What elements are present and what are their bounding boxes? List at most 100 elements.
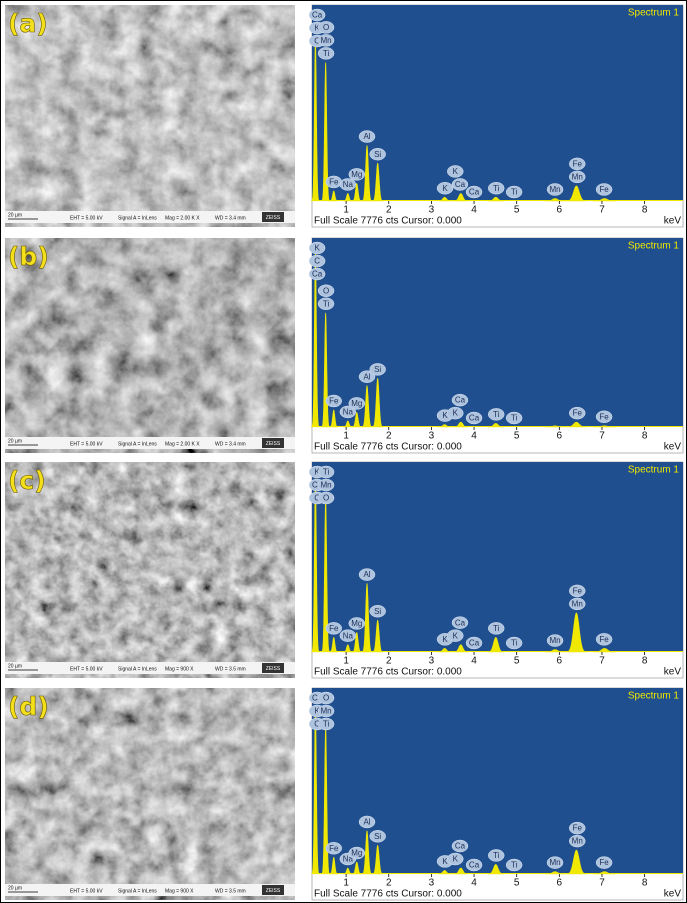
x-tick-label: 2: [386, 656, 392, 667]
element-label: Mn: [572, 600, 583, 609]
sem-wd: WD = 3.5 mm: [215, 888, 246, 894]
panel-label: (a): [8, 9, 48, 38]
sem-eht: EHT = 5.00 kV: [70, 215, 103, 221]
element-label: Na: [343, 180, 354, 189]
sem-signal: Signal A = InLens: [118, 441, 157, 447]
element-label: O: [323, 694, 329, 703]
sem-logo: ZEISS: [266, 215, 281, 221]
element-label: Ca: [455, 618, 466, 627]
element-label: Ca: [312, 11, 323, 20]
x-tick-label: 1: [343, 205, 349, 216]
sem-signal: Signal A = InLens: [118, 666, 157, 672]
element-label: Fe: [573, 587, 583, 596]
x-tick-label: 4: [471, 205, 477, 216]
sem-eht: EHT = 5.00 kV: [70, 441, 103, 447]
x-tick-label: 8: [642, 656, 648, 667]
spectrum-title: Spectrum 1: [628, 241, 680, 252]
sem-eht: EHT = 5.00 kV: [70, 666, 103, 672]
element-label: Mn: [550, 185, 561, 194]
element-label: Fe: [599, 185, 609, 194]
element-label: Si: [374, 832, 381, 841]
x-tick-label: 1: [343, 656, 349, 667]
x-tick-label: 4: [471, 656, 477, 667]
x-tick-label: 3: [429, 656, 435, 667]
element-label: Ca: [455, 396, 466, 405]
sem-wd: WD = 3.5 mm: [215, 666, 246, 672]
element-label: K: [453, 855, 459, 864]
sem-logo: ZEISS: [266, 888, 281, 894]
element-label: Na: [343, 631, 354, 640]
element-label: Al: [363, 570, 370, 579]
element-label: Si: [374, 150, 381, 159]
element-label: Ti: [511, 414, 518, 423]
sem-image: [5, 462, 295, 678]
sem-logo: ZEISS: [266, 666, 281, 672]
element-label: C: [314, 257, 320, 266]
sem-image: [5, 5, 295, 227]
element-label: Fe: [573, 409, 583, 418]
element-label: Na: [343, 408, 354, 417]
element-label: Mn: [572, 837, 583, 846]
element-label: Fe: [599, 858, 609, 867]
x-tick-label: 4: [471, 878, 477, 889]
element-label: Mg: [351, 619, 362, 628]
x-axis-label: keV: [664, 442, 682, 453]
element-label: Al: [363, 372, 370, 381]
x-tick-label: 2: [386, 205, 392, 216]
element-label: Ti: [323, 720, 330, 729]
element-label: Ca: [455, 180, 466, 189]
scale-bar-label: 20 µm: [8, 885, 22, 891]
element-label: O: [323, 286, 329, 295]
x-axis-label: keV: [664, 667, 682, 678]
element-label: Ti: [493, 184, 500, 193]
element-label: Si: [374, 607, 381, 616]
element-label: Ti: [323, 299, 330, 308]
element-label: Mn: [321, 707, 332, 716]
element-label: Ti: [323, 468, 330, 477]
panel-label: (c): [8, 466, 46, 495]
element-label: Mg: [351, 849, 362, 858]
x-tick-label: 6: [557, 431, 563, 442]
x-tick-label: 1: [343, 878, 349, 889]
x-axis-label: keV: [664, 889, 682, 900]
element-label: Ti: [493, 851, 500, 860]
spectrum-title: Spectrum 1: [628, 8, 680, 19]
x-tick-label: 1: [343, 431, 349, 442]
footer: Full Scale 7776 cts Cursor: 0.000: [314, 889, 462, 900]
x-tick-label: 5: [514, 431, 520, 442]
sem-mag: Mag = 900 X: [165, 888, 194, 894]
element-label: Ca: [469, 639, 480, 648]
sem-signal: Signal A = InLens: [118, 215, 157, 221]
element-label: Fe: [329, 397, 339, 406]
x-tick-label: 6: [557, 878, 563, 889]
element-label: Fe: [573, 824, 583, 833]
element-label: Si: [374, 365, 381, 374]
x-tick-label: 3: [429, 205, 435, 216]
element-label: Ti: [493, 624, 500, 633]
x-tick-label: 3: [429, 431, 435, 442]
element-label: Mn: [321, 36, 332, 45]
element-label: Ti: [511, 639, 518, 648]
element-label: Ca: [455, 842, 466, 851]
element-label: Ti: [511, 861, 518, 870]
element-label: Fe: [329, 178, 339, 187]
footer: Full Scale 7776 cts Cursor: 0.000: [314, 216, 462, 227]
element-label: Ti: [511, 188, 518, 197]
element-label: Mn: [572, 172, 583, 181]
x-tick-label: 2: [386, 431, 392, 442]
element-label: K: [314, 244, 320, 253]
sem-mag: Mag = 900 X: [165, 666, 194, 672]
element-label: K: [442, 184, 448, 193]
element-label: Fe: [599, 635, 609, 644]
x-tick-label: 2: [386, 878, 392, 889]
x-tick-label: 7: [599, 431, 605, 442]
sem-signal: Signal A = InLens: [118, 888, 157, 894]
element-label: Ca: [312, 270, 323, 279]
x-tick-label: 7: [599, 878, 605, 889]
element-label: Ti: [493, 410, 500, 419]
x-axis-label: keV: [664, 216, 682, 227]
scale-bar-label: 20 µm: [8, 438, 22, 444]
x-tick-label: 7: [599, 656, 605, 667]
sem-logo: ZEISS: [266, 441, 281, 447]
element-label: Mg: [351, 399, 362, 408]
